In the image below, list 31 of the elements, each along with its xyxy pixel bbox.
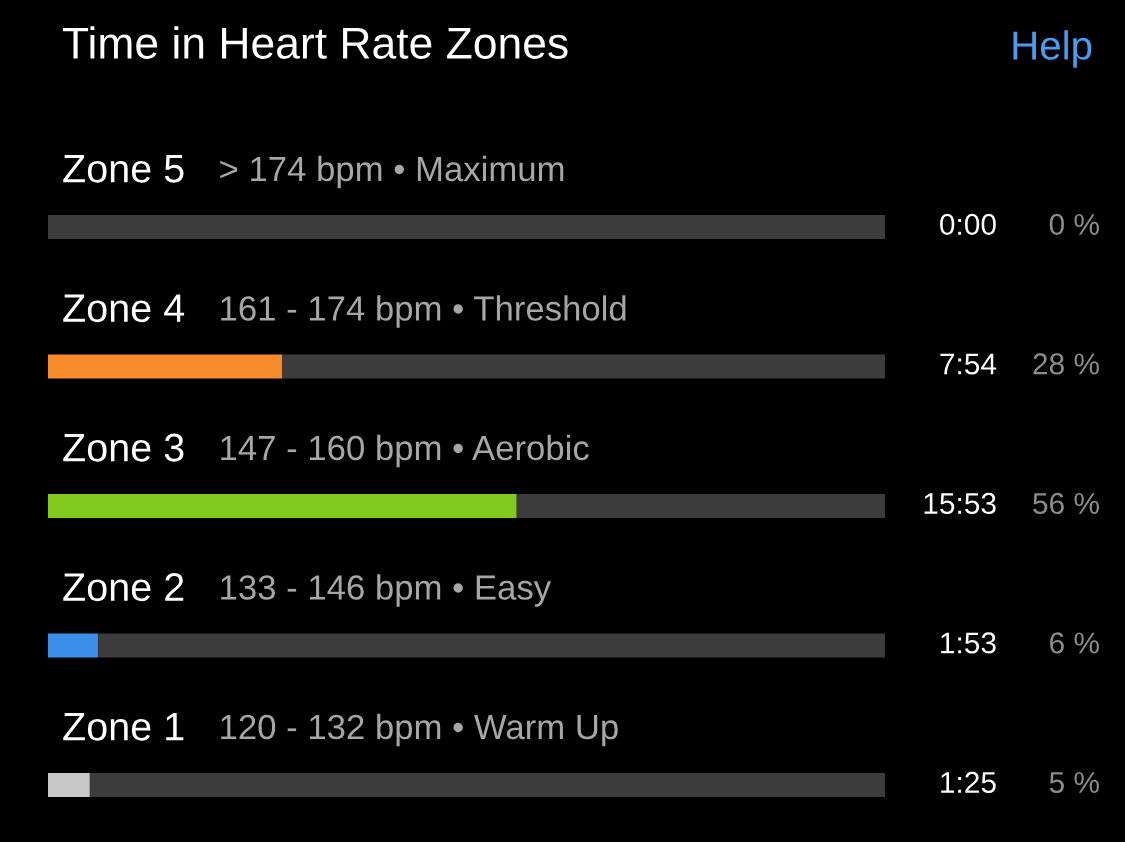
bar <box>282 354 885 379</box>
annotation: 147 - 160 bpm • Aerobic <box>221 434 589 468</box>
bar <box>48 215 885 239</box>
chart-title: Time in Heart Rate Zones <box>63 26 568 59</box>
y-tick-label: Zone 3 <box>63 433 184 462</box>
bar <box>98 633 885 658</box>
y-tick-label: Zone 5 <box>63 155 184 183</box>
text: 7:54 <box>940 353 997 375</box>
text: 0:00 <box>940 213 996 236</box>
data-label: 6 % <box>1050 632 1099 654</box>
y-tick-label: Zone 1 <box>63 713 184 741</box>
annotation: > 174 bpm • Maximum <box>220 155 564 189</box>
annotation: 120 - 132 bpm • Warm Up <box>221 713 618 747</box>
data-label: 56 % <box>1033 492 1099 515</box>
bar <box>48 494 517 518</box>
data-label: 0 % <box>1049 213 1099 236</box>
bar <box>48 773 90 797</box>
y-tick-label: Zone 2 <box>63 573 184 602</box>
bar <box>516 494 885 518</box>
data-label: 28 % <box>1033 353 1099 375</box>
bar <box>48 633 99 658</box>
y-tick-label: Zone 4 <box>63 294 185 323</box>
text: 1:53 <box>941 632 996 654</box>
text: 15:53 <box>924 492 996 515</box>
text: Help <box>1013 30 1092 68</box>
data-label: 5 % <box>1049 772 1099 794</box>
text: 1:25 <box>941 771 996 794</box>
bar <box>48 354 283 379</box>
annotation: 133 - 146 bpm • Easy <box>221 574 552 607</box>
bar <box>89 773 885 797</box>
annotation: 161 - 174 bpm • Threshold <box>221 295 626 328</box>
